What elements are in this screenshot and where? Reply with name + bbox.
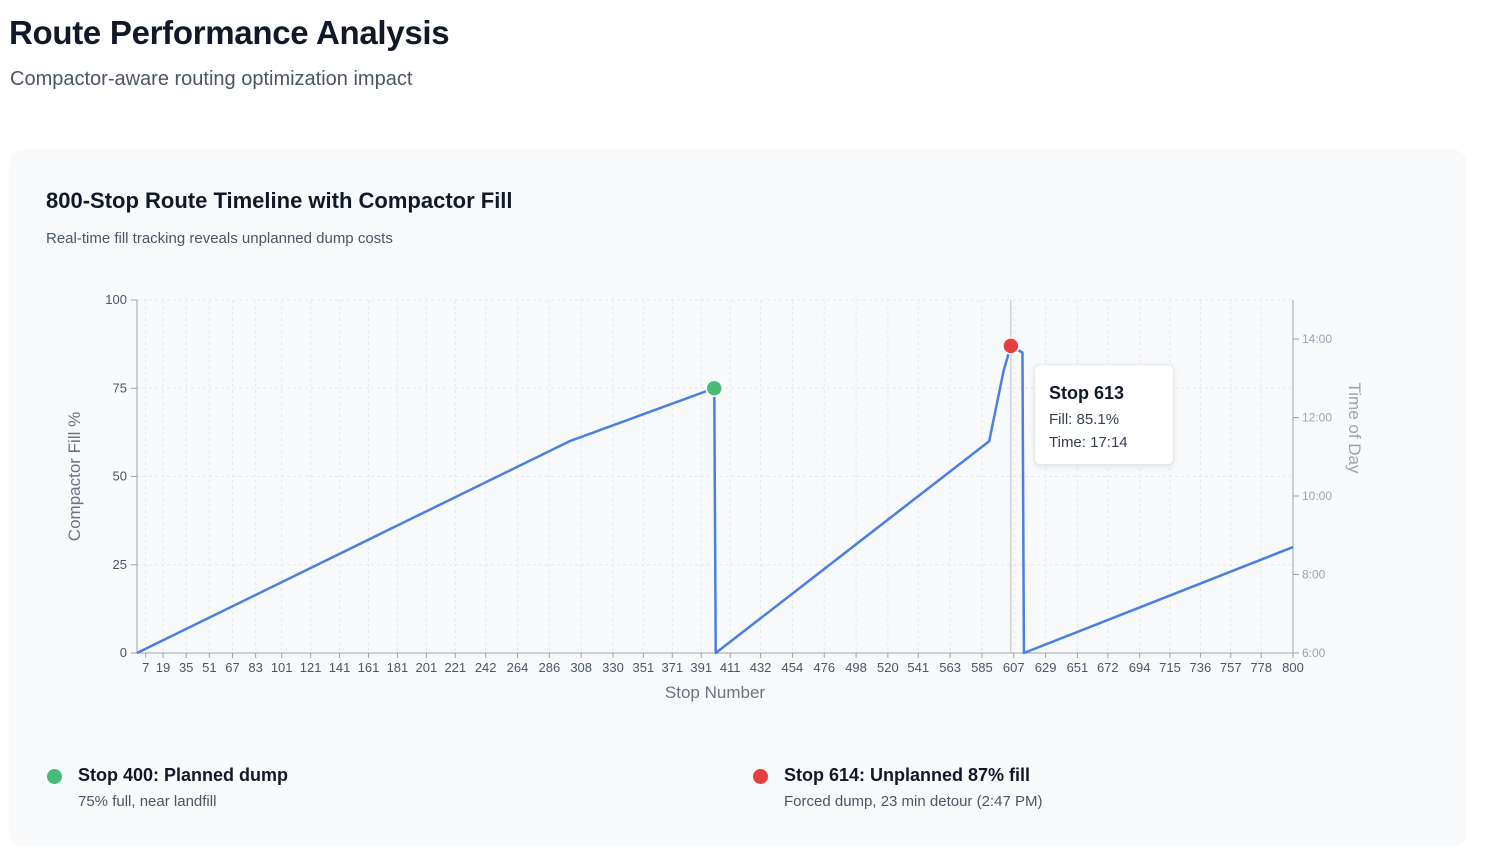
x-tick-label: 541 <box>907 660 929 675</box>
x-tick-label: 351 <box>633 660 655 675</box>
x-tick-label: 432 <box>750 660 772 675</box>
x-tick-label: 83 <box>248 660 262 675</box>
x-tick-label: 498 <box>845 660 867 675</box>
x-tick-label: 736 <box>1190 660 1212 675</box>
y2-tick-label: 14:00 <box>1302 332 1332 346</box>
x-tick-label: 67 <box>225 660 239 675</box>
x-tick-label: 607 <box>1003 660 1025 675</box>
page-title: Route Performance Analysis <box>9 14 450 51</box>
tooltip-title: Stop 613 <box>1049 383 1125 403</box>
chart-title: 800-Stop Route Timeline with Compactor F… <box>46 188 513 213</box>
route-timeline-chart[interactable]: 0 25 50 75 100 6:00 8:00 10:00 12:00 14:00 7 19 35 51… <box>9 150 1466 750</box>
legend-item-unplanned-dump: Stop 614: Unplanned 87% fill Forced dump… <box>753 763 1353 823</box>
x-tick-label: 391 <box>690 660 712 675</box>
x-tick-label: 242 <box>475 660 497 675</box>
y-tick-label: 100 <box>105 292 127 307</box>
x-tick-label: 121 <box>300 660 322 675</box>
x-tick-label: 181 <box>387 660 409 675</box>
tooltip-fill: Fill: 85.1% <box>1049 411 1120 428</box>
x-tick-label: 778 <box>1250 660 1272 675</box>
y2-tick-label: 6:00 <box>1302 646 1326 660</box>
y-tick-label: 25 <box>113 557 127 572</box>
dump-marker-point <box>705 379 724 397</box>
y-tick-label: 50 <box>113 469 127 484</box>
x-tick-label: 141 <box>329 660 351 675</box>
y2-tick-label: 10:00 <box>1302 489 1332 503</box>
legend-desc: Forced dump, 23 min detour (2:47 PM) <box>784 793 1043 810</box>
y2-axis-title: Time of Day <box>1345 382 1364 474</box>
chart-subtitle: Real-time fill tracking reveals unplanne… <box>46 230 393 247</box>
tooltip-time: Time: 17:14 <box>1049 434 1128 451</box>
chart-tooltip: Stop 613 Fill: 85.1% Time: 17:14 <box>1034 364 1174 465</box>
x-tick-label: 629 <box>1035 660 1057 675</box>
x-tick-label: 101 <box>271 660 293 675</box>
legend-item-planned-dump: Stop 400: Planned dump 75% full, near la… <box>47 763 647 823</box>
x-tick-label: 585 <box>971 660 993 675</box>
x-tick-label: 371 <box>661 660 683 675</box>
x-tick-label: 51 <box>202 660 216 675</box>
y-axis-title: Compactor Fill % <box>65 412 84 541</box>
x-axis-title: Stop Number <box>665 683 765 702</box>
x-tick-label: 694 <box>1129 660 1151 675</box>
x-tick-label: 800 <box>1282 660 1304 675</box>
x-tick-label: 520 <box>877 660 899 675</box>
x-tick-label: 330 <box>602 660 624 675</box>
x-tick-label: 201 <box>416 660 438 675</box>
x-tick-label: 757 <box>1220 660 1242 675</box>
x-tick-label: 651 <box>1067 660 1089 675</box>
red-dot-icon <box>753 769 768 784</box>
x-tick-label: 161 <box>358 660 380 675</box>
legend-title: Stop 400: Planned dump <box>78 765 289 785</box>
y-tick-label: 75 <box>113 380 127 395</box>
x-tick-label: 454 <box>782 660 804 675</box>
y-tick-label: 0 <box>120 645 127 660</box>
y2-tick-label: 12:00 <box>1302 411 1332 425</box>
x-tick-label: 264 <box>507 660 529 675</box>
x-tick-label: 563 <box>939 660 961 675</box>
x-tick-label: 35 <box>179 660 193 675</box>
y2-tick-label: 8:00 <box>1302 568 1326 582</box>
x-tick-label: 19 <box>156 660 170 675</box>
green-dot-icon <box>47 769 62 784</box>
legend-title: Stop 614: Unplanned 87% fill <box>784 765 1031 785</box>
legend-desc: 75% full, near landfill <box>78 793 217 810</box>
x-tick-label: 221 <box>444 660 466 675</box>
x-tick-label: 715 <box>1159 660 1181 675</box>
x-tick-label: 308 <box>570 660 592 675</box>
page-subtitle: Compactor-aware routing optimization imp… <box>10 68 413 90</box>
x-tick-label: 411 <box>720 660 741 675</box>
dump-marker-point <box>1002 337 1020 355</box>
chart-card: 800-Stop Route Timeline with Compactor F… <box>9 150 1466 845</box>
x-tick-label: 672 <box>1097 660 1119 675</box>
x-tick-label: 7 <box>142 660 149 675</box>
x-tick-label: 286 <box>538 660 560 675</box>
fill-level-line <box>136 344 1294 655</box>
x-tick-label: 476 <box>813 660 835 675</box>
